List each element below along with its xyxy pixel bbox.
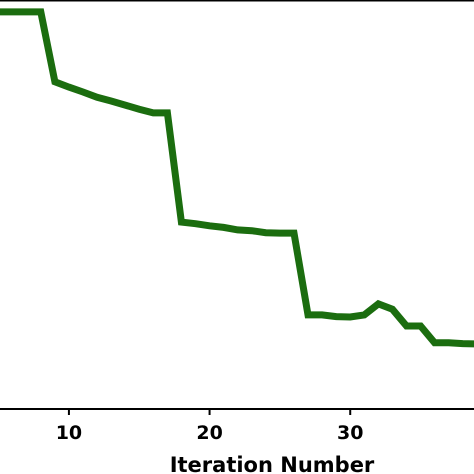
x-tick-label: 20 bbox=[196, 422, 222, 444]
x-axis-title: Iteration Number bbox=[170, 453, 375, 474]
x-axis-ticks: 10 20 30 bbox=[56, 409, 363, 444]
x-tick-label: 30 bbox=[337, 422, 363, 444]
plot-frame bbox=[0, 0, 474, 410]
series-line bbox=[0, 8, 474, 348]
series-layer bbox=[0, 8, 474, 348]
x-tick-label: 10 bbox=[56, 422, 82, 444]
